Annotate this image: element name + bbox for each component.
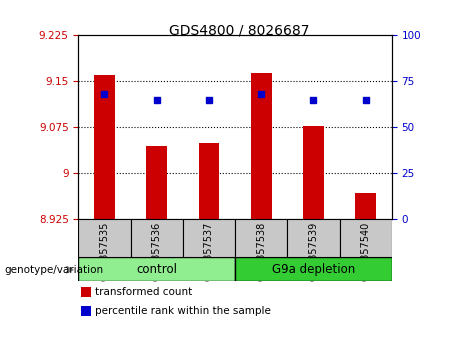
FancyBboxPatch shape xyxy=(78,257,235,281)
Text: GSM857539: GSM857539 xyxy=(308,221,319,281)
Bar xyxy=(199,143,219,219)
Text: GDS4800 / 8026687: GDS4800 / 8026687 xyxy=(170,23,310,37)
FancyBboxPatch shape xyxy=(183,219,235,257)
Text: GSM857540: GSM857540 xyxy=(361,221,371,281)
Text: control: control xyxy=(136,263,177,275)
Text: GSM857537: GSM857537 xyxy=(204,221,214,281)
FancyBboxPatch shape xyxy=(235,219,287,257)
Text: GSM857535: GSM857535 xyxy=(100,221,110,281)
Bar xyxy=(251,73,272,219)
FancyBboxPatch shape xyxy=(235,257,392,281)
FancyBboxPatch shape xyxy=(340,219,392,257)
Bar xyxy=(355,193,376,219)
Bar xyxy=(146,146,167,219)
Text: percentile rank within the sample: percentile rank within the sample xyxy=(95,306,271,316)
Text: genotype/variation: genotype/variation xyxy=(5,265,104,275)
FancyBboxPatch shape xyxy=(78,219,130,257)
Bar xyxy=(94,75,115,219)
Bar xyxy=(303,126,324,219)
Text: G9a depletion: G9a depletion xyxy=(272,263,355,275)
Text: GSM857536: GSM857536 xyxy=(152,221,162,281)
Text: GSM857538: GSM857538 xyxy=(256,221,266,281)
FancyBboxPatch shape xyxy=(287,219,340,257)
FancyBboxPatch shape xyxy=(130,219,183,257)
Text: transformed count: transformed count xyxy=(95,287,192,297)
